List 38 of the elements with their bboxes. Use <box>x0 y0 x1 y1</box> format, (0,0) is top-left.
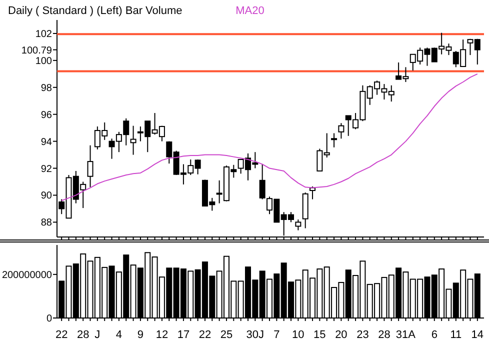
x-tick-label: 30J <box>246 329 264 341</box>
x-tick-label: 6 <box>431 329 438 341</box>
x-tick-label: 11 <box>450 329 462 341</box>
x-tick-label: 15 <box>314 329 326 341</box>
x-tick-label: 9 <box>137 329 144 341</box>
y-tick-label: 0 <box>46 314 52 324</box>
x-tick-label: 23 <box>356 329 369 341</box>
candlestick <box>338 122 344 140</box>
x-tick-label: 12 <box>156 329 168 341</box>
x-tick-label: J <box>94 329 100 341</box>
candlestick <box>130 125 136 156</box>
x-tick-label: 22 <box>198 329 212 341</box>
x-tick-label: 17 <box>177 329 190 341</box>
candlestick <box>295 218 302 231</box>
x-tick-label: 4 <box>116 329 122 341</box>
x-tick-label: 14 <box>471 329 484 341</box>
y-tick-label: 96 <box>40 110 52 121</box>
candlestick <box>331 132 338 148</box>
x-tick-label: 28 <box>76 329 90 341</box>
x-tick-label: 7 <box>274 329 280 341</box>
y-tick-label: 90 <box>40 190 52 202</box>
y-tick-label: 98 <box>40 82 52 94</box>
x-tick-label: 25 <box>220 329 233 341</box>
y-tick-label: 200000000 <box>2 270 52 281</box>
y-tick-label: 94 <box>40 136 52 148</box>
x-tick-label: 31A <box>396 329 416 341</box>
y-tick-label: 88 <box>40 218 52 229</box>
x-tick-label: 28 <box>378 329 390 341</box>
y-tick-label: 100.79 <box>21 45 52 56</box>
candlestick <box>87 144 94 188</box>
y-tick-label: 100 <box>35 56 52 67</box>
x-tick-label: 20 <box>335 329 348 341</box>
y-tick-label: 92 <box>40 164 52 175</box>
x-tick-label: 10 <box>292 329 304 341</box>
chart-title: Daily ( Standard ) (Left) Bar Volume <box>8 5 182 17</box>
text: MA20 <box>236 5 264 17</box>
x-tick-label: 22 <box>55 329 68 341</box>
y-tick-label: 102 <box>35 28 52 40</box>
